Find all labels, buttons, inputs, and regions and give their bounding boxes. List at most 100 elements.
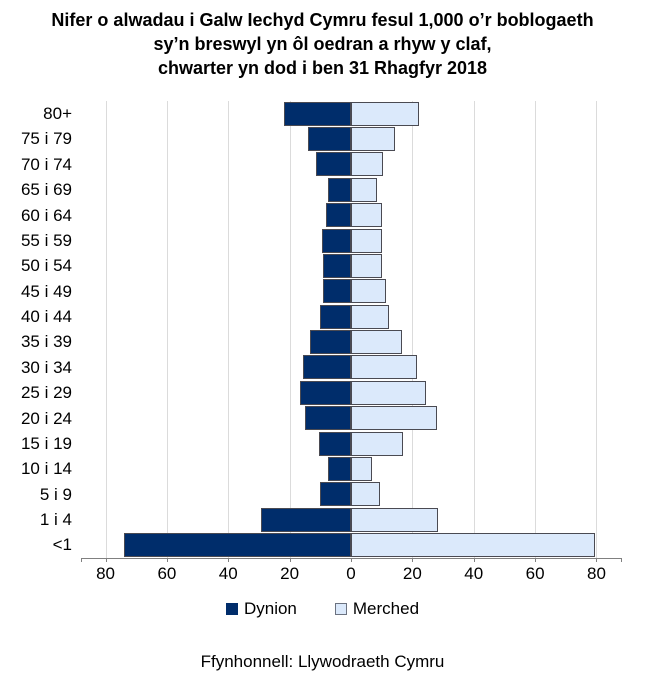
y-axis-label: 30 i 34 xyxy=(20,357,72,377)
row-right-half xyxy=(351,101,621,126)
row-right-half xyxy=(351,304,621,329)
chart-row xyxy=(81,304,621,329)
axis-tick xyxy=(621,558,622,562)
bar-dynion xyxy=(123,533,351,558)
bar-dynion xyxy=(323,253,351,278)
row-right-half xyxy=(351,228,621,253)
row-right-half xyxy=(351,532,621,558)
row-right-half xyxy=(351,152,621,177)
row-left-half xyxy=(81,329,351,355)
y-axis-label: 15 i 19 xyxy=(20,433,72,453)
row-right-half xyxy=(351,329,621,355)
bar-merched xyxy=(351,253,382,278)
bar-dynion xyxy=(320,482,351,507)
gridline xyxy=(535,101,537,558)
row-left-half xyxy=(81,228,351,253)
row-right-half xyxy=(351,406,621,431)
axis-tick xyxy=(535,558,537,562)
chart-row xyxy=(81,253,621,278)
chart-row xyxy=(81,482,621,507)
chart-row xyxy=(81,406,621,431)
plot-area xyxy=(81,101,622,562)
row-left-half xyxy=(81,532,351,558)
bar-merched xyxy=(351,279,387,304)
bar-dynion xyxy=(304,406,351,431)
gridline xyxy=(596,101,598,558)
y-axis-label: 60 i 64 xyxy=(20,205,72,225)
y-axis-labels: 80+ 75 i 79 70 i 74 65 i 69 60 i 64 55 i 59 50… xyxy=(0,101,77,558)
row-left-half xyxy=(81,152,351,177)
axis-tick xyxy=(105,558,107,562)
bar-dynion xyxy=(308,127,351,152)
row-left-half xyxy=(81,431,351,456)
chart-title-line2: sy’n breswyl yn ôl oedran a rhyw y claf, xyxy=(153,34,492,54)
chart-row xyxy=(81,532,621,558)
x-axis-label: 40 xyxy=(218,564,238,583)
bar-merched xyxy=(351,507,439,532)
row-left-half xyxy=(81,126,351,152)
axis-tick xyxy=(166,558,168,562)
bar-merched xyxy=(351,304,390,329)
bar-dynion xyxy=(303,355,351,380)
bar-merched xyxy=(351,101,419,126)
y-axis-label: 5 i 9 xyxy=(39,484,72,504)
bar-merched xyxy=(351,406,437,431)
legend-item-merched: Merched xyxy=(334,599,420,619)
x-axis-label: 40 xyxy=(464,564,484,583)
bar-merched xyxy=(351,177,378,202)
row-right-half xyxy=(351,456,621,481)
y-axis-label: 65 i 69 xyxy=(20,180,72,200)
source-note: Ffynhonnell: Llywodraeth Cymru xyxy=(200,652,445,671)
row-left-half xyxy=(81,406,351,431)
row-left-half xyxy=(81,355,351,380)
y-axis-label: 45 i 49 xyxy=(20,281,72,301)
legend-label-merched: Merched xyxy=(352,599,420,618)
legend-item-dynion: Dynion xyxy=(225,599,297,619)
y-axis-label: <1 xyxy=(52,535,72,555)
bar-dynion xyxy=(326,203,351,228)
row-right-half xyxy=(351,507,621,532)
row-right-half xyxy=(351,355,621,380)
bar-merched xyxy=(351,330,402,355)
row-left-half xyxy=(81,507,351,532)
y-axis-label: 10 i 14 xyxy=(20,459,72,479)
bar-merched xyxy=(351,127,396,152)
bar-merched xyxy=(351,380,427,405)
bar-dynion xyxy=(309,330,351,355)
axis-tick xyxy=(473,558,475,562)
bar-merched xyxy=(351,152,384,177)
bar-dynion xyxy=(321,228,351,253)
axis-tick xyxy=(289,558,291,562)
row-right-half xyxy=(351,253,621,278)
y-axis-label: 20 i 24 xyxy=(20,408,72,428)
gridline xyxy=(289,101,291,558)
row-left-half xyxy=(81,380,351,405)
chart-title-line1: Nifer o alwadau i Galw Iechyd Cymru fesu… xyxy=(51,10,594,30)
bar-merched xyxy=(351,482,381,507)
row-right-half xyxy=(351,126,621,152)
chart-row xyxy=(81,203,621,228)
row-left-half xyxy=(81,482,351,507)
row-right-half xyxy=(351,482,621,507)
x-axis-label: 20 xyxy=(402,564,422,583)
y-axis-label: 75 i 79 xyxy=(20,129,72,149)
x-axis-label: 20 xyxy=(280,564,300,583)
row-left-half xyxy=(81,203,351,228)
row-right-half xyxy=(351,203,621,228)
chart-row xyxy=(81,456,621,481)
chart-row xyxy=(81,355,621,380)
axis-tick xyxy=(81,558,82,562)
row-left-half xyxy=(81,253,351,278)
y-axis-label: 70 i 74 xyxy=(20,154,72,174)
chart-row xyxy=(81,228,621,253)
bar-dynion xyxy=(300,380,351,405)
bar-dynion xyxy=(315,152,351,177)
legend: Dynion Merched xyxy=(0,599,645,619)
bar-merched xyxy=(351,456,373,481)
y-axis-label: 80+ xyxy=(43,104,72,123)
bar-dynion xyxy=(283,101,351,126)
bar-merched xyxy=(351,355,417,380)
x-axis-label: 0 xyxy=(346,564,356,583)
gridline xyxy=(473,101,475,558)
y-axis-label: 35 i 39 xyxy=(20,332,72,352)
